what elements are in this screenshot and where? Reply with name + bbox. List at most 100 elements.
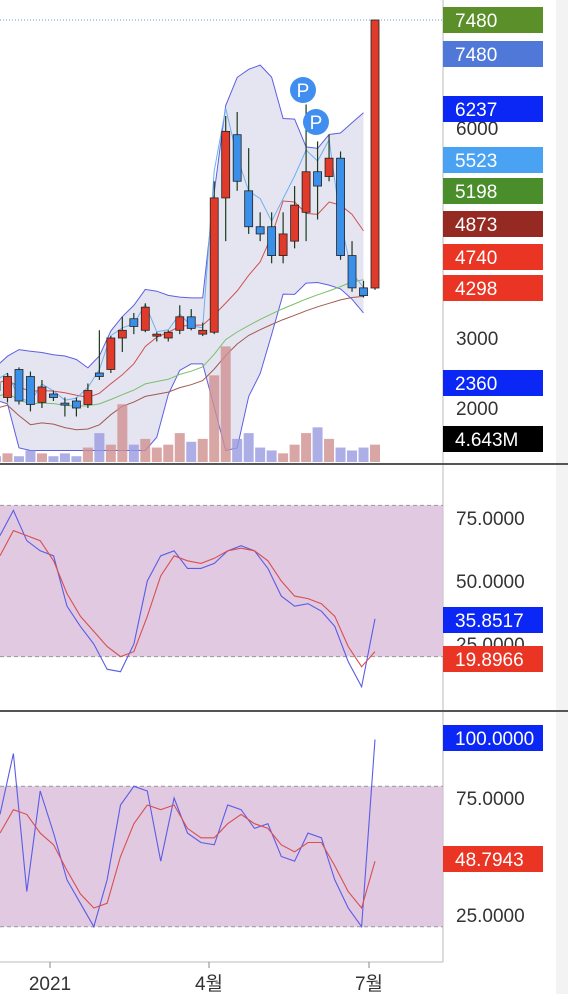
price-badge-bg [443,147,543,173]
stochastic-fast-pane: 75.0000 25.0000 100.0000 48.7943 [0,725,543,929]
candle-body[interactable] [232,134,242,182]
time-axis: 2021 4월 7월 [29,962,383,995]
value-badge-label: 35.8517 [455,611,524,632]
price-badge-label: 4740 [455,248,497,269]
candle-body[interactable] [83,390,93,405]
signal-marker-circle[interactable] [290,77,316,103]
candle-body[interactable] [163,331,173,339]
volume-bar [347,450,358,462]
volume-bar [197,438,208,462]
volume-bar [301,433,312,462]
value-badge-bg [443,646,543,672]
slow-moving-average-line [0,295,364,431]
price-badge: 2360 [443,370,543,396]
bollinger-band-fill [0,65,364,451]
candle-body[interactable] [244,190,254,228]
price-badge: 5198 [443,178,543,204]
y-tick-label: 75.0000 [456,789,525,810]
volume-bar [36,453,47,462]
volume-bar [25,450,36,462]
candle-body[interactable] [313,171,322,187]
price-badge: 4298 [443,275,543,301]
volume-bar [163,444,174,462]
overbought-oversold-band [0,505,443,657]
d-line [0,529,376,668]
price-badge-bg [443,211,543,237]
price-badge-bg [443,41,543,67]
candle-body[interactable] [106,337,116,370]
candle-body[interactable] [370,19,380,289]
candle-body[interactable] [60,402,70,406]
volume-bar [151,447,162,462]
price-badge: 4740 [443,244,543,270]
candle-body[interactable] [221,130,231,199]
candle-body[interactable] [290,204,300,242]
value-badge-label: 19.8966 [455,650,524,671]
candle-body[interactable] [94,372,104,377]
candle-body[interactable] [175,316,185,331]
volume-bar [71,456,82,462]
price-badge-bg [443,7,543,33]
candle-body[interactable] [117,329,127,339]
value-badge: 19.8966 [443,646,543,672]
volume-bar [232,438,243,462]
candle-body[interactable] [49,393,58,398]
candle-body[interactable] [267,226,277,256]
volume-bar [105,444,116,462]
candle-body[interactable] [336,157,345,256]
bollinger-lower-line [0,281,364,452]
price-badge: 4.643M [443,426,543,452]
volume-bar [117,404,128,462]
candle-body[interactable] [37,386,47,403]
candle-body[interactable] [3,376,12,398]
price-badge: 6237 [443,96,543,122]
value-badge-label: 48.7943 [455,850,524,871]
value-badge: 100.0000 [443,725,543,751]
volume-bar [48,456,59,462]
price-badge-label: 5198 [455,182,497,203]
value-badge-label: 100.0000 [455,729,534,750]
time-axis-label: 7월 [355,973,383,994]
candle-body[interactable] [14,369,24,402]
signal-marker-circle[interactable] [303,109,329,135]
candle-body[interactable] [324,157,334,177]
y-tick-label: 6000 [456,119,498,140]
volume-bar [94,433,105,462]
price-badge-bg [443,426,543,452]
candle-body[interactable] [26,376,35,405]
price-badge: 5523 [443,147,543,173]
candle-body[interactable] [347,255,357,289]
candle-body[interactable] [186,316,196,329]
volume-bar [312,427,323,462]
candle-body[interactable] [209,197,219,333]
price-badge-bg [443,178,543,204]
price-badge-label: 4.643M [455,430,518,451]
value-badge-bg [443,607,543,633]
candle-body[interactable] [198,329,208,335]
candle-body[interactable] [255,226,265,235]
signal-marker-label: P [310,113,323,134]
candle-body[interactable] [71,400,81,409]
candle-body[interactable] [301,171,311,213]
volume-bar [358,447,369,462]
candle-body[interactable] [129,318,139,327]
candle-body[interactable] [140,306,150,331]
volume-bar [243,433,254,462]
signal-marker[interactable]: P [290,77,316,103]
volume-bar [324,438,335,462]
candle-body[interactable] [152,333,162,337]
signal-marker[interactable]: P [303,109,329,135]
candle-body[interactable] [278,233,288,256]
candle-body[interactable] [359,287,368,297]
overbought-oversold-band [0,786,443,927]
scrollbar-track[interactable] [556,0,568,994]
price-pane: PP 6000 3000 2000 7480 7480 6237 5523 5198 4873 47… [0,7,543,462]
volume-bar [289,444,300,462]
volume-bar [13,456,24,462]
volume-bar [370,444,380,462]
d-line [0,804,376,910]
k-line [0,509,376,689]
